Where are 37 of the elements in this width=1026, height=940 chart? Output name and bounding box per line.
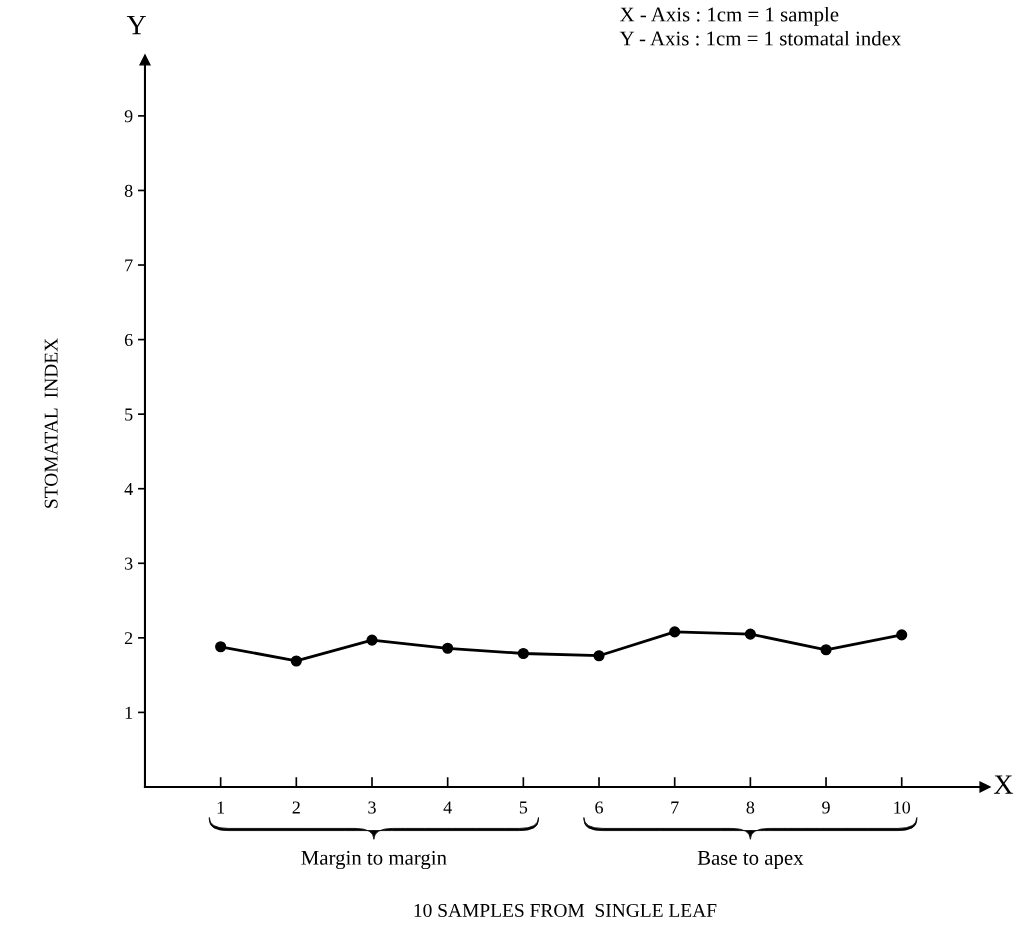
y-tick-label: 5 [125,408,133,421]
point [896,629,908,641]
y-tick-label: 2 [124,632,133,645]
text: Y [126,15,146,35]
y-axis-title: STOMATAL INDEX [44,338,58,508]
point [593,650,605,662]
x-tick-label: 9 [822,801,830,814]
point [517,647,529,660]
x-tick-label: 4 [443,801,452,814]
x-tick-label: 2 [292,801,300,814]
x-tick-label: 10 [894,801,911,814]
text: X - Axis : 1cm = 1 sample [620,6,839,26]
x-axis-title: 10 SAMPLES FROM SINGLE LEAF [414,903,717,918]
text: X [993,775,1013,794]
x-tick-label: 1 [217,801,225,814]
point [366,634,378,646]
point [744,628,756,640]
point [215,641,227,653]
point [669,626,681,638]
y-tick-label: 4 [124,483,133,495]
y-tick-label: 9 [124,110,133,123]
x-tick-label: 8 [746,801,755,814]
x-tick-label: 3 [368,801,376,814]
x-tick-label: 6 [595,801,603,814]
x-tick-label: 5 [519,801,528,814]
point [442,642,454,654]
y-tick-label: 8 [124,184,133,197]
text: Y - Axis : 1cm = 1 stomatal index [619,30,902,46]
x-tick-label: 7 [671,801,679,814]
point [820,644,832,656]
text: Margin to margin [301,850,447,870]
text: Base to apex [697,851,804,870]
y-tick-label: 6 [124,333,133,347]
y-tick-label: 1 [125,706,133,719]
y-tick-label: 7 [125,259,133,272]
y-tick-label: 3 [125,557,133,570]
point [290,655,302,667]
